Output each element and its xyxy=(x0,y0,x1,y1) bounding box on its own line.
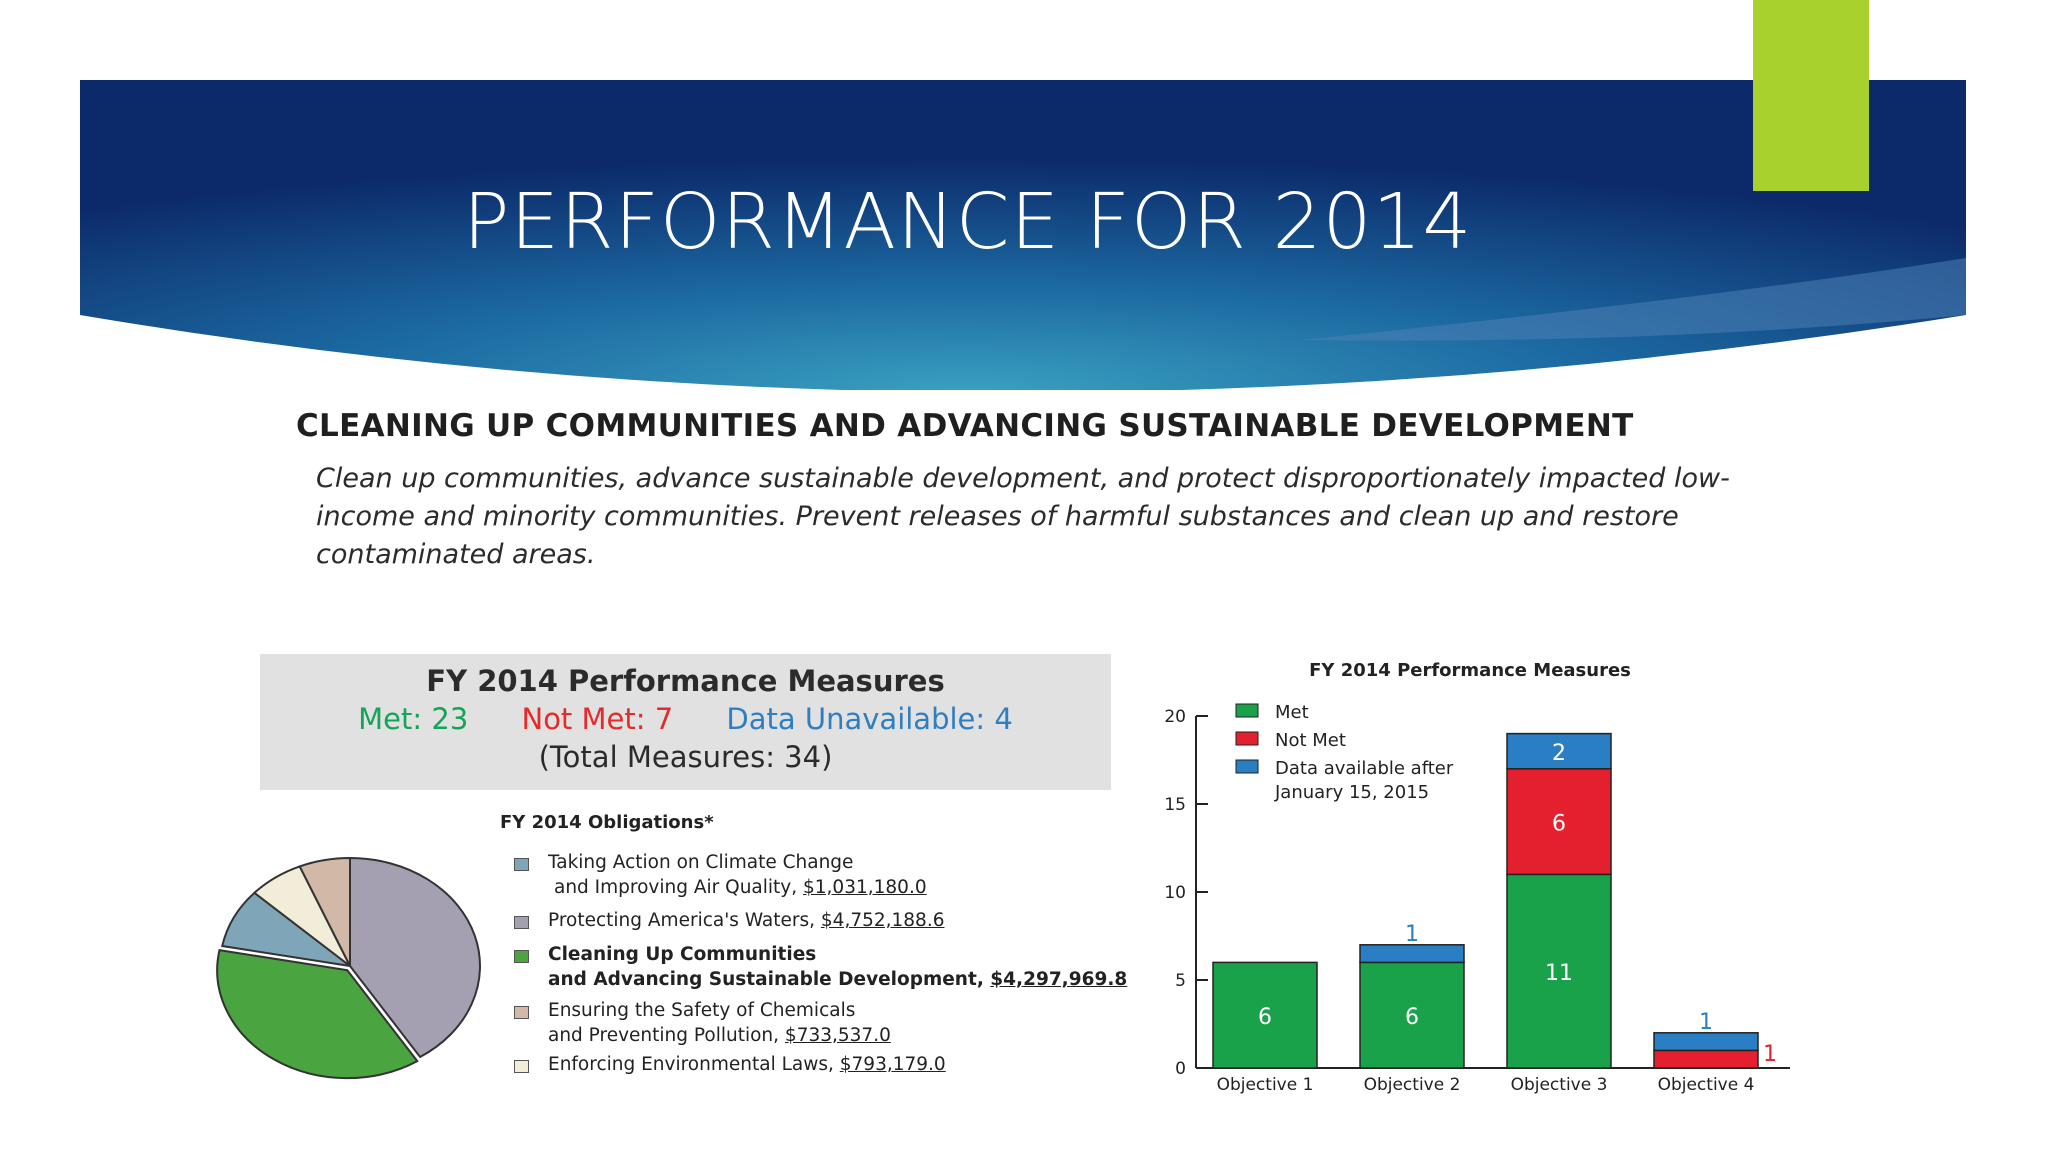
legend-label: Cleaning Up Communities and Advancing Sus… xyxy=(548,942,1127,992)
legend-swatch xyxy=(514,950,529,963)
pie-slice xyxy=(349,856,481,1059)
legend-label-line2: and Preventing Pollution, xyxy=(548,1025,785,1046)
legend-amount: $4,752,188.6 xyxy=(820,910,945,931)
summary-title: FY 2014 Performance Measures xyxy=(426,664,945,698)
bar-value-label: 6 xyxy=(1552,812,1566,837)
legend-label-line1: Protecting America's Waters, xyxy=(548,910,821,931)
legend-label-line1: Taking Action on Climate Change xyxy=(548,852,854,873)
bar-segment xyxy=(1653,1049,1759,1069)
legend-label: Taking Action on Climate Change and Impro… xyxy=(548,850,927,900)
bar-legend-label: Met xyxy=(1275,702,1309,723)
pie-slice xyxy=(216,949,419,1080)
y-tick-label: 5 xyxy=(1175,971,1186,991)
bar-segment xyxy=(1653,1032,1759,1052)
legend-swatch xyxy=(514,858,529,871)
not-met-count: Not Met: 7 xyxy=(521,702,674,736)
data-unavailable-count: Data Unavailable: 4 xyxy=(726,702,1013,736)
accent-tab xyxy=(1753,0,1869,191)
performance-summary-box: FY 2014 Performance Measures Met: 23 Not… xyxy=(260,654,1111,790)
bar-value-label: 1 xyxy=(1763,1042,1777,1067)
bar-value-label: 1 xyxy=(1405,922,1419,947)
bar-chart-title: FY 2014 Performance Measures xyxy=(1309,660,1631,681)
bar-segment xyxy=(1212,961,1318,1069)
legend-swatch xyxy=(514,1060,529,1073)
legend-swatch xyxy=(514,916,529,929)
section-heading: CLEANING UP COMMUNITIES AND ADVANCING SU… xyxy=(296,408,1634,444)
pie-slice xyxy=(298,856,351,967)
bar-segment xyxy=(1506,873,1612,1069)
banner-background xyxy=(80,80,1966,390)
bar-value-label: 1 xyxy=(1699,1010,1713,1035)
summary-counts: Met: 23 Not Met: 7 Data Unavailable: 4 xyxy=(260,702,1111,736)
met-count: Met: 23 xyxy=(358,702,469,736)
bar-value-label: 6 xyxy=(1258,1005,1272,1030)
x-tick-label: Objective 2 xyxy=(1364,1075,1461,1095)
title-banner: PERFORMANCE FOR 2014 xyxy=(0,0,2048,390)
legend-amount: $733,537.0 xyxy=(784,1025,891,1046)
bar-segment xyxy=(1359,944,1465,964)
legend-label-line2: and Improving Air Quality, xyxy=(554,877,804,898)
bar-value-label: 6 xyxy=(1405,1005,1419,1030)
legend-label: Enforcing Environmental Laws, $793,179.0 xyxy=(548,1052,946,1077)
bar-segment xyxy=(1359,961,1465,1069)
bar-segment xyxy=(1506,732,1612,770)
bar-segment xyxy=(1506,768,1612,876)
bar-legend-swatch xyxy=(1235,731,1259,746)
y-tick-label: 15 xyxy=(1164,795,1186,815)
legend-amount: $1,031,180.0 xyxy=(803,877,927,898)
pie-chart-title: FY 2014 Obligations* xyxy=(500,812,714,833)
legend-amount: $4,297,969.8 xyxy=(990,969,1128,990)
legend-label-line1: Ensuring the Safety of Chemicals xyxy=(548,1000,856,1021)
y-tick-label: 10 xyxy=(1164,883,1186,903)
bar-legend-swatch xyxy=(1235,759,1259,774)
x-tick-label: Objective 1 xyxy=(1217,1075,1314,1095)
slide-title: PERFORMANCE FOR 2014 xyxy=(463,178,1473,267)
legend-label: Protecting America's Waters, $4,752,188.… xyxy=(548,908,944,933)
legend-swatch xyxy=(514,1006,529,1019)
y-tick-label: 20 xyxy=(1164,707,1186,727)
obligations-pie-chart xyxy=(216,856,481,1080)
y-tick-label: 0 xyxy=(1175,1059,1186,1079)
legend-label-line1: Enforcing Environmental Laws, xyxy=(548,1054,840,1075)
total-measures: (Total Measures: 34) xyxy=(538,740,833,774)
legend-label: Ensuring the Safety of Chemicals and Prev… xyxy=(548,998,891,1048)
legend-label-line1: Cleaning Up Communities xyxy=(548,944,817,965)
x-tick-label: Objective 3 xyxy=(1511,1075,1608,1095)
bar-legend-swatch xyxy=(1235,703,1259,718)
x-tick-label: Objective 4 xyxy=(1658,1075,1755,1095)
performance-bar-chart: FY 2014 Performance Measures 0 5 10 15 20 6 Obj… xyxy=(1164,660,1790,1095)
bar-legend-label: Not Met xyxy=(1275,730,1346,751)
legend-label-line2: and Advancing Sustainable Development, xyxy=(548,969,991,990)
bar-legend-label: Data available after xyxy=(1275,758,1454,779)
bar-value-label: 2 xyxy=(1552,741,1566,766)
bar-value-label: 11 xyxy=(1545,961,1573,986)
legend-amount: $793,179.0 xyxy=(839,1054,946,1075)
bar-legend-label: January 15, 2015 xyxy=(1274,782,1429,803)
section-description: Clean up communities, advance sustainabl… xyxy=(316,463,1730,570)
